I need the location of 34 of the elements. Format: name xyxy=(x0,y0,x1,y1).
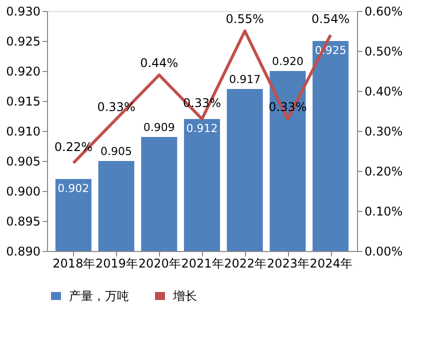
x-tick-label: 2024年 xyxy=(310,256,352,270)
y-tick-label: 0.900 xyxy=(6,184,40,198)
y2-tick-label: 0.00% xyxy=(364,244,403,258)
y2-tick-label: 0.10% xyxy=(364,204,403,218)
y2-tick-label: 0.40% xyxy=(364,84,403,98)
y-tick-label: 0.915 xyxy=(6,94,40,108)
x-tick-label: 2018年 xyxy=(52,256,96,270)
x-tick-label: 2023年 xyxy=(266,256,310,270)
data-label: 0.920 xyxy=(272,55,304,68)
data-label: 0.912 xyxy=(186,122,218,135)
data-label: 0.909 xyxy=(143,121,175,134)
data-label: 0.905 xyxy=(100,145,132,158)
y-tick-label: 0.895 xyxy=(6,214,40,228)
data-label: 0.917 xyxy=(229,73,261,86)
y-tick-label: 0.890 xyxy=(6,244,40,258)
x-tick-label: 2022年 xyxy=(224,256,267,270)
y-tick-label: 0.910 xyxy=(6,124,40,138)
data-label: 0.44% xyxy=(140,56,178,70)
y2-tick-label: 0.30% xyxy=(364,124,403,138)
data-label: 0.902 xyxy=(58,182,90,195)
x-tick-label: 2021年 xyxy=(181,256,224,270)
x-tick-label: 2019年 xyxy=(96,256,138,270)
y-tick-label: 0.905 xyxy=(6,154,40,168)
legend-label: 增长 xyxy=(172,289,197,303)
y2-tick-label: 0.50% xyxy=(364,44,403,58)
data-label: 0.54% xyxy=(312,12,350,26)
y-tick-label: 0.920 xyxy=(6,64,40,78)
y-tick-label: 0.930 xyxy=(6,4,40,18)
y-tick-label: 0.925 xyxy=(6,34,40,48)
x-tick-label: 2020年 xyxy=(138,256,181,270)
data-label: 0.55% xyxy=(226,12,264,26)
y2-tick-label: 0.60% xyxy=(364,4,403,18)
y2-tick-label: 0.20% xyxy=(364,164,403,178)
legend-label: 产量，万吨 xyxy=(69,289,129,303)
